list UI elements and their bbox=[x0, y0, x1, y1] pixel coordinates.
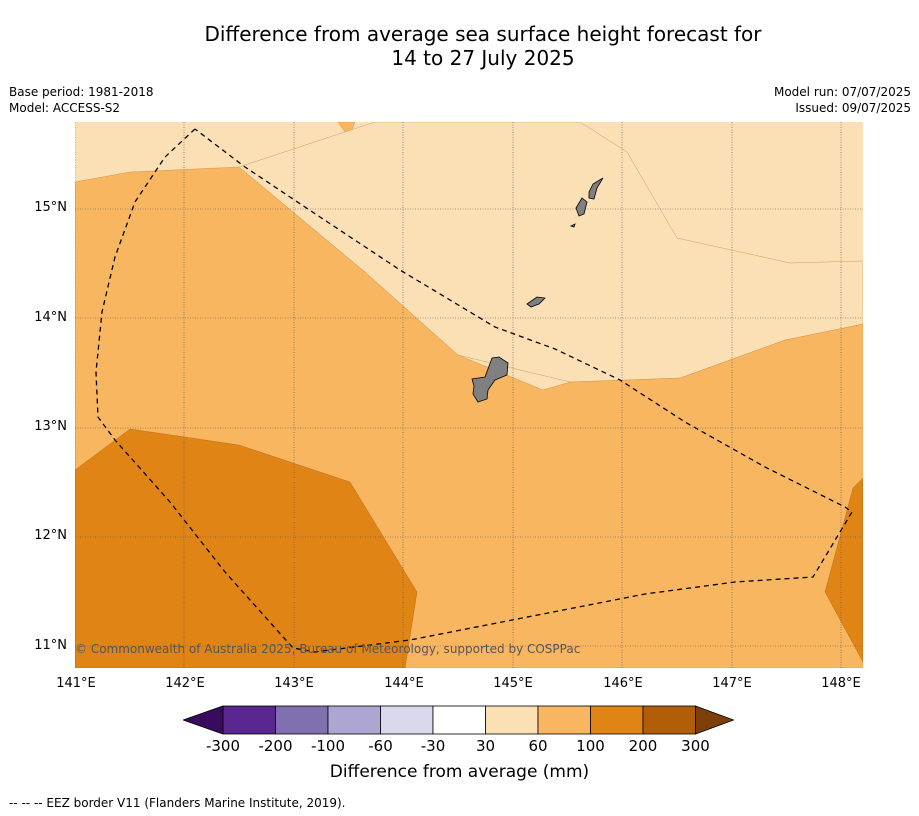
lat-label-11n: 11°N bbox=[34, 638, 67, 653]
lon-label-147e: 147°E bbox=[712, 676, 752, 691]
lon-label-141e: 141°E bbox=[56, 676, 96, 691]
copyright-notice: © Commonwealth of Australia 2025, Bureau… bbox=[75, 642, 581, 656]
eez-footer-note: -- -- -- EEZ border V11 (Flanders Marine… bbox=[9, 796, 346, 810]
map-panel bbox=[75, 122, 863, 668]
colorbar-tick-label: 30 bbox=[475, 737, 496, 755]
island-guam bbox=[471, 356, 509, 403]
lon-label-145e: 145°E bbox=[493, 676, 533, 691]
model-name: Model: ACCESS-S2 bbox=[9, 101, 121, 115]
colorbar-tick-label: -200 bbox=[258, 737, 293, 755]
colorbar-tick-label: 60 bbox=[528, 737, 548, 755]
colorbar-tick-label: 200 bbox=[628, 737, 658, 755]
gridlines bbox=[75, 122, 863, 668]
colorbar-tick-label: 300 bbox=[681, 737, 710, 755]
island-saipan bbox=[588, 177, 604, 200]
colorbar bbox=[181, 704, 738, 740]
colorbar-tick-label: -300 bbox=[205, 737, 241, 755]
lat-label-15n: 15°N bbox=[34, 200, 67, 215]
island-aguijan bbox=[569, 223, 576, 228]
issued-date: Issued: 09/07/2025 bbox=[795, 101, 911, 115]
colorbar-segment bbox=[275, 705, 329, 735]
colorbar-segment bbox=[642, 705, 696, 735]
islands bbox=[471, 177, 604, 403]
colorbar-arrow-low bbox=[181, 705, 224, 735]
contour-100-200-southeast bbox=[824, 477, 863, 663]
lon-label-146e: 146°E bbox=[603, 676, 643, 691]
lon-label-148e: 148°E bbox=[821, 676, 861, 691]
colorbar-segment bbox=[327, 705, 381, 735]
contour-30-60-northeast bbox=[238, 122, 863, 383]
colorbar-tick-label: -30 bbox=[420, 737, 446, 755]
lon-label-144e: 144°E bbox=[384, 676, 424, 691]
base-period: Base period: 1981-2018 bbox=[9, 85, 154, 99]
metadata-right: Model run: 07/07/2025 Issued: 09/07/2025 bbox=[774, 84, 911, 116]
colorbar-tick-label: -100 bbox=[310, 737, 346, 755]
colorbar-segment bbox=[432, 705, 486, 735]
lat-label-12n: 12°N bbox=[34, 528, 67, 543]
colorbar-segment bbox=[485, 705, 539, 735]
lon-label-142e: 142°E bbox=[165, 676, 205, 691]
lat-label-14n: 14°N bbox=[34, 310, 67, 325]
colorbar-label: Difference from average (mm) bbox=[329, 762, 590, 782]
title-line-1: Difference from average sea surface heig… bbox=[204, 22, 762, 46]
island-rota bbox=[526, 296, 546, 308]
metadata-left: Base period: 1981-2018 Model: ACCESS-S2 bbox=[9, 84, 154, 116]
colorbar-segment bbox=[380, 705, 434, 735]
colorbar-svg bbox=[181, 705, 735, 735]
colorbar-tick-label: -60 bbox=[368, 737, 393, 755]
colorbar-tick-label: 100 bbox=[576, 737, 605, 755]
lon-label-143e: 143°E bbox=[274, 676, 314, 691]
colorbar-segment bbox=[222, 705, 276, 735]
colorbar-arrow-high bbox=[695, 705, 735, 735]
colorbar-segment bbox=[590, 705, 644, 735]
model-run: Model run: 07/07/2025 bbox=[773, 85, 911, 99]
lat-label-13n: 13°N bbox=[34, 419, 67, 434]
eez-border bbox=[95, 128, 853, 653]
title-line-2: 14 to 27 July 2025 bbox=[391, 46, 575, 70]
island-tinian bbox=[575, 197, 588, 217]
map-svg bbox=[75, 122, 863, 668]
colorbar-segment bbox=[537, 705, 591, 735]
chart-title: Difference from average sea surface heig… bbox=[0, 22, 919, 70]
